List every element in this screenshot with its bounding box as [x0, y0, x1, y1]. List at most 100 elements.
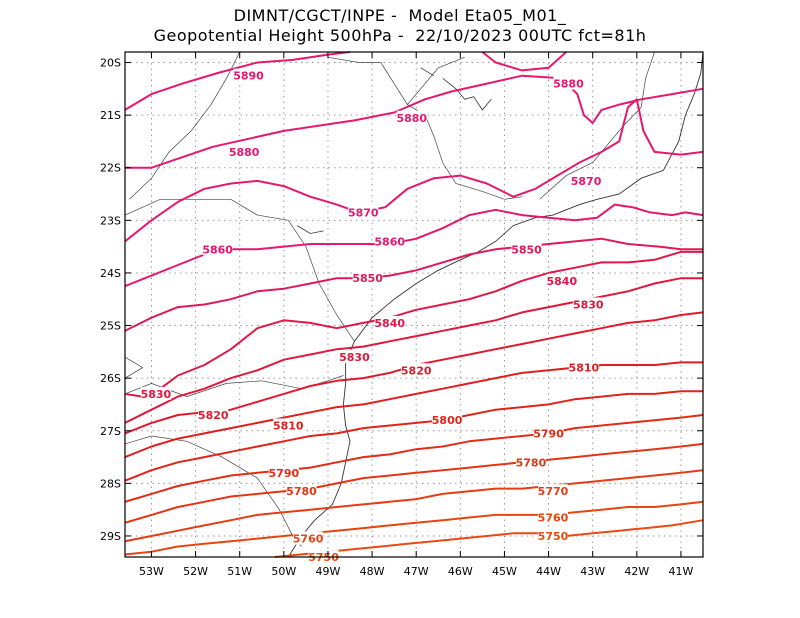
contour-label-bg — [546, 273, 577, 287]
contour-label-bg — [571, 173, 602, 187]
contour-label-bg — [537, 528, 568, 542]
contour-label-5760: 5760 — [538, 512, 569, 525]
lon-tick-label: 50W — [271, 565, 296, 578]
lat-tick-label: 26S — [100, 372, 121, 385]
contour-label-5840: 5840 — [374, 317, 405, 330]
lat-tick-label: 25S — [100, 320, 121, 333]
lat-tick-label: 28S — [100, 477, 121, 490]
map-title-line-1: DIMNT/CGCT/INPE - Model Eta05_M01_ — [233, 6, 567, 25]
contour-line-5760 — [124, 500, 704, 556]
contour-label-5790: 5790 — [269, 467, 300, 480]
lon-tick-label: 41W — [669, 565, 694, 578]
contour-label-5780: 5780 — [516, 456, 547, 469]
contour-label-bg — [537, 484, 568, 498]
contour-label-bg — [273, 418, 304, 432]
contour-label-bg — [511, 242, 542, 256]
graticule-grid — [125, 52, 703, 557]
contour-label-5820: 5820 — [198, 409, 229, 422]
contour-label-bg — [374, 315, 405, 329]
reservoir-outline — [296, 225, 324, 234]
contour-label-bg — [352, 271, 383, 285]
contour-label-5810: 5810 — [569, 362, 600, 375]
contour-line-5800 — [124, 390, 703, 482]
contour-label-bg — [229, 144, 260, 158]
contour-label-5880: 5880 — [229, 146, 260, 159]
contour-label-bg — [537, 510, 568, 524]
contour-line-5810 — [124, 361, 703, 459]
contour-label-bg — [348, 205, 379, 219]
lon-tick-label: 46W — [448, 565, 473, 578]
contour-label-bg — [339, 350, 370, 364]
contour-label-5830: 5830 — [339, 351, 370, 364]
contour-label-5850: 5850 — [352, 272, 383, 285]
contour-line-5770 — [124, 469, 704, 543]
contour-label-bg — [198, 407, 229, 421]
contour-label-bg — [233, 68, 264, 82]
contour-line-5780 — [124, 442, 704, 524]
contour-label-5890: 5890 — [233, 70, 264, 83]
map-title-line-2: Geopotential Height 500hPa - 22/10/2023 … — [153, 26, 647, 45]
contour-label-5770: 5770 — [538, 485, 569, 498]
contour-label-bg — [568, 360, 599, 374]
lon-tick-label: 44W — [536, 565, 561, 578]
lon-tick-label: 42W — [624, 565, 649, 578]
lon-tick-label: 47W — [404, 565, 429, 578]
contour-label-bg — [533, 426, 564, 440]
state-border — [327, 56, 523, 200]
contour-line-5830 — [124, 277, 703, 424]
contour-label-bg — [202, 242, 233, 256]
contour-label-5830: 5830 — [573, 299, 604, 312]
state-border — [124, 435, 302, 547]
contour-label-5820: 5820 — [401, 364, 432, 377]
lon-tick-label: 48W — [360, 565, 385, 578]
contour-label-bg — [515, 455, 546, 469]
contour-line-5870 — [124, 98, 704, 243]
contour-label-5840: 5840 — [546, 275, 577, 288]
contour-line-5850 — [124, 237, 703, 332]
contour-line-5840 — [124, 250, 703, 398]
lon-tick-label: 51W — [227, 565, 252, 578]
lat-tick-label: 20S — [100, 57, 121, 70]
coastline — [287, 51, 704, 558]
contour-label-bg — [286, 484, 317, 498]
lat-tick-label: 24S — [100, 267, 121, 280]
state-border — [407, 56, 465, 105]
contour-line-5880 — [125, 74, 704, 169]
state-border — [129, 51, 241, 200]
contour-line-5890 — [481, 51, 567, 72]
lon-tick-label: 45W — [492, 565, 517, 578]
contour-label-5860: 5860 — [202, 243, 233, 256]
lat-tick-label: 29S — [100, 530, 121, 543]
lat-tick-label: 23S — [100, 214, 121, 227]
contour-label-bg — [573, 297, 604, 311]
contour-label-bg — [432, 413, 463, 427]
geography-lines — [124, 51, 704, 558]
contour-labels: 5890 5880 5880 5880 5870 5870 5860 5860 5850 5850… — [140, 68, 604, 564]
lat-tick-label: 27S — [100, 425, 121, 438]
reservoir-outline — [442, 77, 492, 111]
contour-label-5800: 5800 — [432, 414, 463, 427]
contour-label-5810: 5810 — [273, 419, 304, 432]
lon-tick-label: 49W — [316, 565, 341, 578]
map-frame — [124, 51, 704, 558]
contour-label-bg — [140, 386, 171, 400]
lon-tick-label: 43W — [580, 565, 605, 578]
contour-label-bg — [374, 234, 405, 248]
contour-label-5830: 5830 — [141, 388, 172, 401]
contour-label-5870: 5870 — [571, 175, 602, 188]
lat-tick-label: 22S — [100, 162, 121, 175]
contour-label-5860: 5860 — [374, 235, 405, 248]
lon-tick-label: 53W — [139, 565, 164, 578]
contour-label-5850: 5850 — [511, 243, 542, 256]
contour-label-5780: 5780 — [286, 485, 317, 498]
contour-label-5870: 5870 — [348, 206, 379, 219]
axis-ticks: 53W 52W 51W 50W 49W 48W 47W 46W 45W 44W 43W 42W 41W 2… — [100, 52, 703, 578]
contour-label-5790: 5790 — [533, 427, 564, 440]
contour-label-5750: 5750 — [538, 530, 569, 543]
contour-label-bg — [293, 531, 324, 545]
state-border — [124, 356, 144, 379]
contour-label-bg — [268, 465, 299, 479]
contour-lines — [124, 51, 704, 558]
state-border — [124, 198, 355, 342]
